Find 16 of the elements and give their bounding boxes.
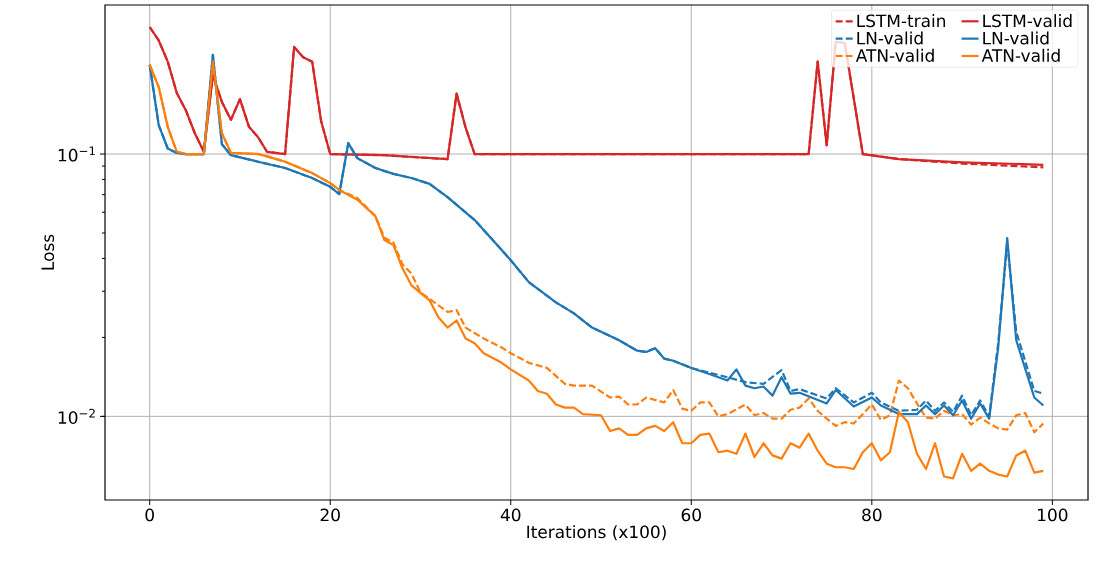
y-axis-title: Loss xyxy=(41,234,55,270)
legend-label: LN-valid xyxy=(983,31,1049,45)
x-tick-label: 20 xyxy=(320,508,340,522)
legend-label: ATN-valid xyxy=(855,48,934,62)
x-tick-label: 80 xyxy=(862,508,882,522)
legend-label: LSTM-valid xyxy=(983,14,1072,28)
legend-label: LSTM-train xyxy=(857,14,946,28)
x-tick-label: 60 xyxy=(681,508,701,522)
x-tick-label: 100 xyxy=(1038,508,1068,522)
x-axis-title: Iterations (x100) xyxy=(527,525,666,541)
x-tick-label: 0 xyxy=(145,508,154,522)
legend-label: LN-valid xyxy=(857,31,923,45)
legend-label: ATN-valid xyxy=(981,48,1060,62)
y-tick-label: 10$^{−2}$ xyxy=(58,408,95,425)
x-tick-label: 40 xyxy=(500,508,521,522)
y-tick-label: 10$^{−1}$ xyxy=(58,146,95,162)
